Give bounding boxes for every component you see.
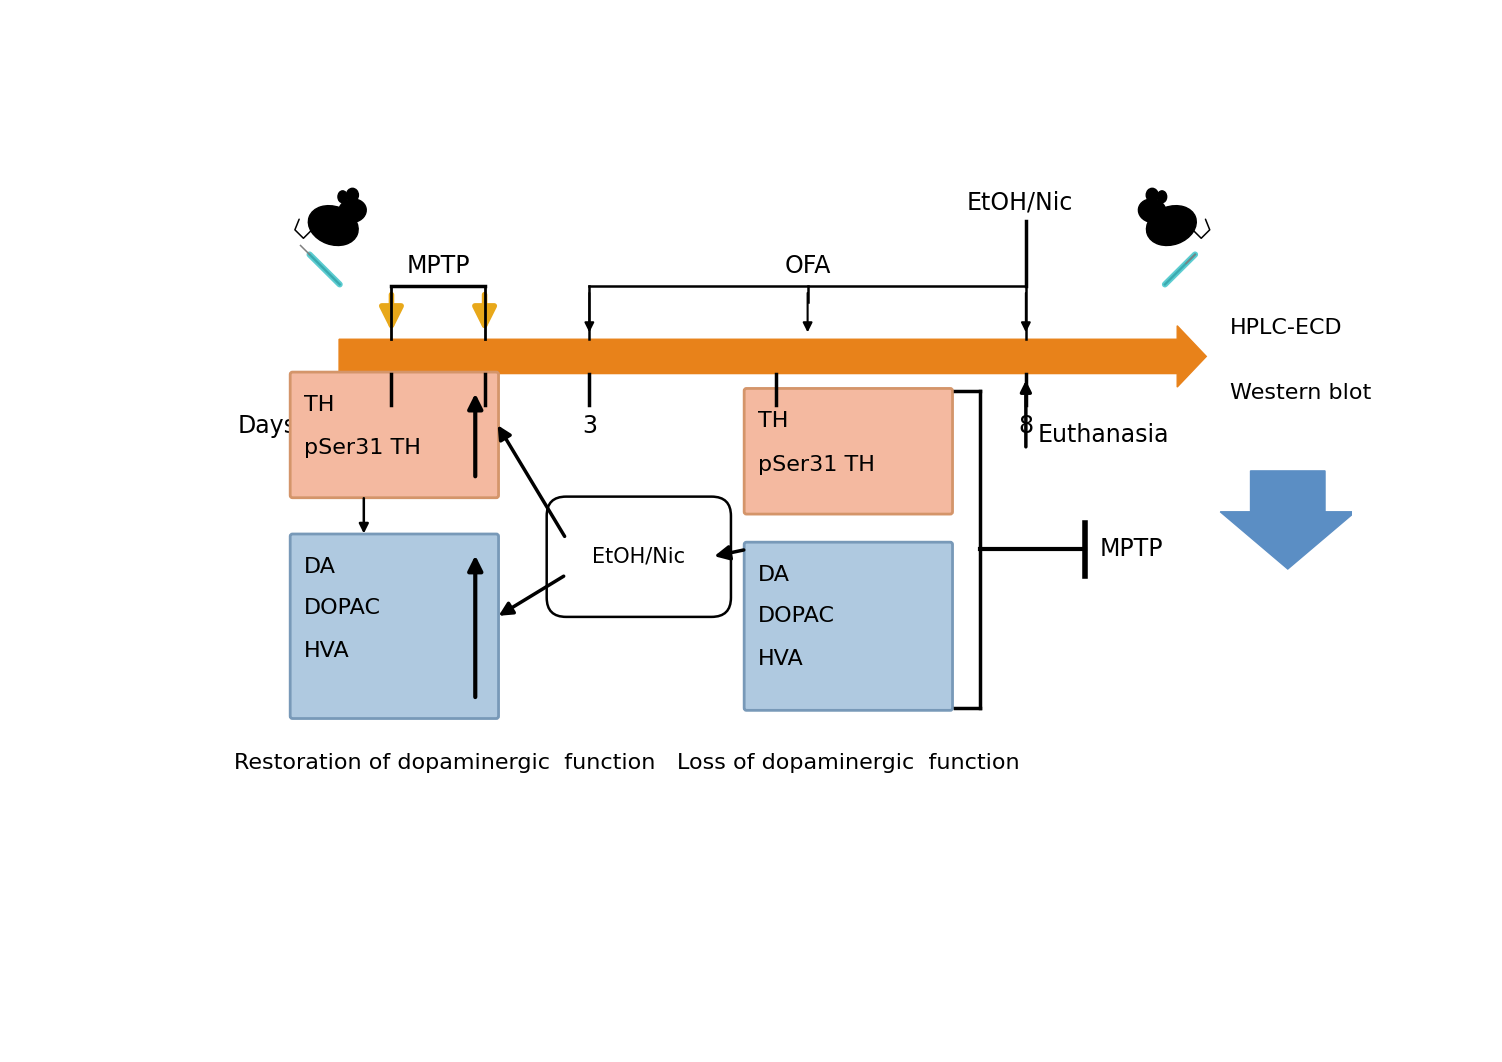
FancyBboxPatch shape (547, 497, 731, 617)
Text: Days: Days (237, 414, 296, 439)
Ellipse shape (1146, 188, 1158, 202)
Text: Loss of dopaminergic  function: Loss of dopaminergic function (677, 753, 1020, 773)
Text: HVA: HVA (303, 641, 350, 661)
FancyBboxPatch shape (743, 389, 952, 514)
Ellipse shape (1146, 206, 1196, 245)
Text: Restoration of dopaminergic  function: Restoration of dopaminergic function (234, 753, 656, 773)
Text: DOPAC: DOPAC (759, 605, 835, 626)
Ellipse shape (338, 199, 366, 222)
Text: Euthanasia: Euthanasia (1038, 423, 1169, 447)
Text: 1: 1 (385, 414, 400, 439)
Text: MPTP: MPTP (1099, 537, 1163, 562)
Text: TH: TH (759, 411, 789, 431)
Text: Western blot: Western blot (1230, 383, 1371, 404)
Text: MPTP: MPTP (406, 254, 470, 278)
Text: DA: DA (759, 565, 790, 585)
Text: pSer31 TH: pSer31 TH (759, 455, 876, 475)
Text: DA: DA (303, 556, 336, 577)
Text: 8: 8 (1018, 414, 1033, 439)
Text: EtOH/Nic: EtOH/Nic (592, 547, 685, 567)
Polygon shape (339, 326, 1206, 387)
Text: TH: TH (303, 395, 335, 415)
Text: EtOH/Nic: EtOH/Nic (967, 190, 1074, 215)
FancyBboxPatch shape (290, 372, 499, 498)
Text: pSer31 TH: pSer31 TH (303, 439, 421, 458)
Ellipse shape (338, 191, 347, 203)
FancyBboxPatch shape (290, 534, 499, 719)
Text: 3: 3 (581, 414, 596, 439)
Text: 5: 5 (768, 414, 783, 439)
Ellipse shape (308, 206, 357, 245)
Ellipse shape (1158, 191, 1167, 203)
Ellipse shape (1139, 199, 1166, 222)
Ellipse shape (347, 188, 359, 202)
Text: DOPAC: DOPAC (303, 598, 382, 618)
FancyBboxPatch shape (743, 543, 952, 710)
Polygon shape (1220, 470, 1355, 569)
Text: OFA: OFA (784, 254, 831, 278)
Text: HVA: HVA (759, 649, 804, 669)
Text: HPLC-ECD: HPLC-ECD (1230, 318, 1343, 338)
Text: 2: 2 (478, 414, 493, 439)
